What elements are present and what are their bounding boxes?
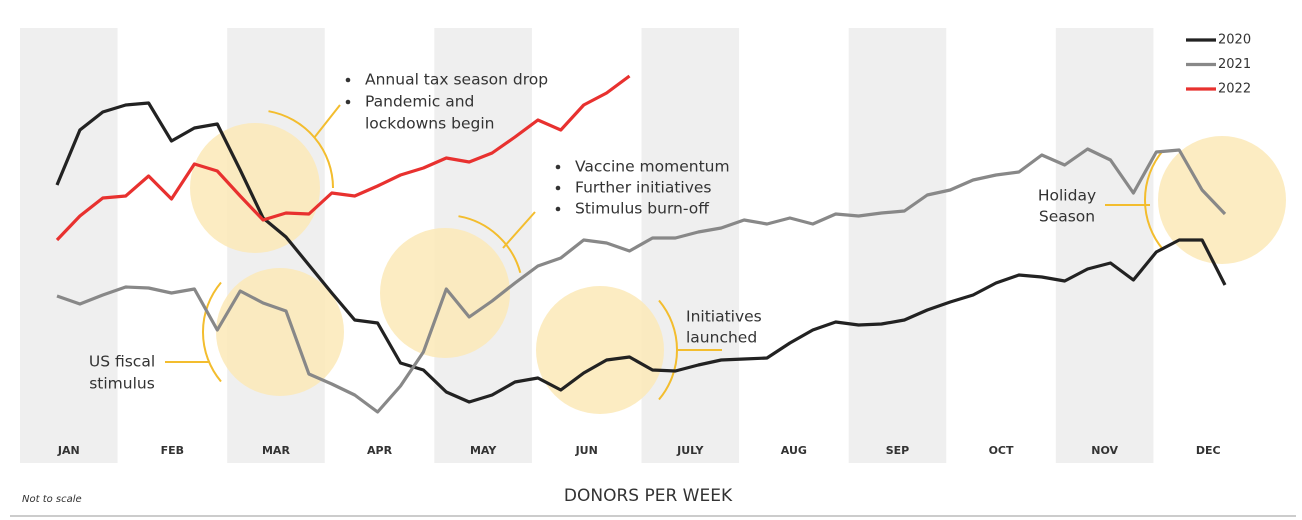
month-band [1055,28,1154,463]
highlight-circle [190,123,320,253]
annotation: Vaccine momentum [575,158,730,176]
x-tick-label: DEC [1196,444,1221,457]
highlight-arc [458,215,522,274]
x-tick-label: JULY [676,444,704,457]
lines [55,74,1227,414]
annotation: stimulus [89,375,155,393]
legend-label: 2021 [1218,57,1251,72]
annotation: Further initiatives [575,179,712,197]
annotation: Holiday [1038,187,1096,205]
annotation: Stimulus burn-off [575,200,709,218]
highlight-circle [216,268,344,396]
leader-line [313,104,341,139]
leader-line [502,211,536,249]
legend-label: 2020 [1218,33,1251,48]
bullet [345,77,351,83]
month-band [20,28,118,463]
x-tick-label: AUG [781,444,807,457]
annotation: launched [686,329,757,347]
annotation: Annual tax season drop [365,71,548,89]
highlight-circle [536,286,664,414]
series-line [55,101,1227,404]
highlight-arc [202,281,222,383]
x-tick-label: SEP [886,444,910,457]
legend-label: 2022 [1218,82,1251,97]
series-line [55,74,631,242]
highlight-circle [1158,136,1286,264]
x-tick-label: JAN [57,444,80,457]
annotation: Initiatives [686,308,762,326]
annotations: Annual tax season drop Pandemic and lockdo… [89,71,1096,393]
annotation: US fiscal [89,353,155,371]
x-tick-label: NOV [1091,444,1118,457]
bullet [345,99,351,105]
month-band [641,28,740,463]
note: Not to scale [22,494,82,505]
bullet [555,185,561,191]
highlights [165,104,1286,414]
x-tick-label: OCT [989,444,1014,457]
x-tick-label: JUN [575,444,598,457]
month-band [848,28,947,463]
bands: JAN FEB MAR APR MAY JUN JULY AUG SEP OCT NOV DEC [20,28,1221,463]
x-axis-label: DONORS PER WEEK [564,486,733,506]
x-tick-label: FEB [161,444,184,457]
x-tick-label: MAR [262,444,290,457]
series-line [56,147,1227,414]
bullet [555,164,561,170]
x-tick-label: MAY [470,444,497,457]
highlight-arc [1144,149,1164,251]
annotation: Pandemic and [365,93,474,111]
bullet [555,206,561,212]
annotation: lockdowns begin [365,115,494,133]
highlight-arc [658,299,678,401]
x-tick-label: APR [367,444,393,457]
annotation: Season [1039,208,1095,226]
